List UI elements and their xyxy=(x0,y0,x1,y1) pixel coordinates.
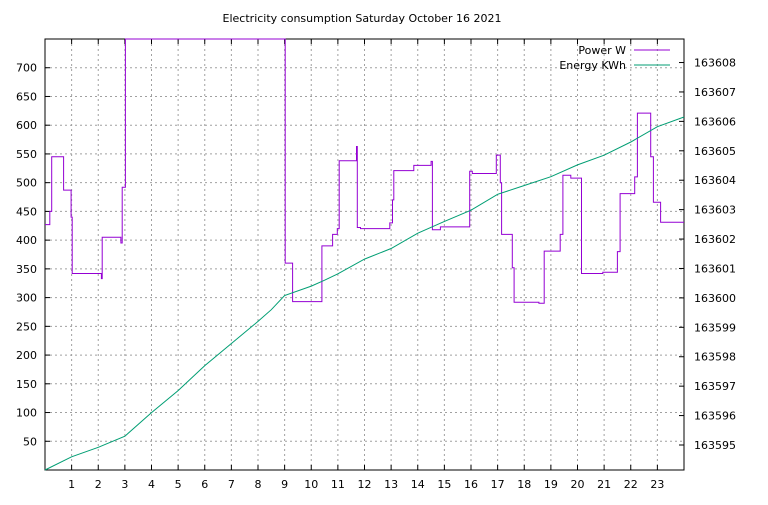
y-tick-label: 250 xyxy=(16,320,37,333)
x-tick-label: 1 xyxy=(68,478,75,491)
y2-tick-label: 163606 xyxy=(694,115,736,128)
y2-tick-label: 163605 xyxy=(694,145,736,158)
y-tick-label: 350 xyxy=(16,263,37,276)
x-tick-label: 6 xyxy=(201,478,208,491)
y2-tick-label: 163602 xyxy=(694,233,736,246)
legend-label: Energy KWh xyxy=(559,59,626,72)
y-tick-label: 300 xyxy=(16,292,37,305)
x-tick-label: 10 xyxy=(304,478,318,491)
legend-label: Power W xyxy=(578,44,626,57)
x-tick-label: 11 xyxy=(331,478,345,491)
x-tick-label: 21 xyxy=(597,478,611,491)
chart-title: Electricity consumption Saturday October… xyxy=(223,12,502,25)
y2-tick-label: 163607 xyxy=(694,86,736,99)
x-tick-label: 8 xyxy=(255,478,262,491)
y2-tick-label: 163595 xyxy=(694,439,736,452)
x-tick-label: 17 xyxy=(491,478,505,491)
x-tick-label: 2 xyxy=(95,478,102,491)
series-line-0 xyxy=(45,38,684,304)
y2-tick-label: 163601 xyxy=(694,262,736,275)
x-tick-label: 14 xyxy=(411,478,425,491)
y2-tick-label: 163598 xyxy=(694,351,736,364)
y2-tick-label: 163600 xyxy=(694,292,736,305)
y2-tick-label: 163603 xyxy=(694,204,736,217)
grid xyxy=(45,39,684,470)
y2-tick-label: 163596 xyxy=(694,410,736,423)
axes: 1 2 3 4 5 6 7 8 9 10 11 12 13 14 15 16 17 18 19 20 21 22 23501… xyxy=(16,38,736,491)
y2-tick-label: 163608 xyxy=(694,57,736,70)
x-tick-label: 7 xyxy=(228,478,235,491)
y-tick-label: 700 xyxy=(16,62,37,75)
y2-tick-label: 163597 xyxy=(694,380,736,393)
x-tick-label: 18 xyxy=(517,478,531,491)
x-tick-label: 5 xyxy=(175,478,182,491)
y-tick-label: 150 xyxy=(16,378,37,391)
x-tick-label: 9 xyxy=(281,478,288,491)
series-line-1 xyxy=(44,116,685,471)
legend: Power W Energy KWh xyxy=(559,44,670,72)
x-tick-label: 23 xyxy=(650,478,664,491)
y-tick-label: 450 xyxy=(16,205,37,218)
y-tick-label: 500 xyxy=(16,177,37,190)
y2-tick-label: 163604 xyxy=(694,174,736,187)
y-tick-label: 200 xyxy=(16,349,37,362)
x-tick-label: 4 xyxy=(148,478,155,491)
series-layer xyxy=(44,38,685,471)
y-tick-label: 650 xyxy=(16,90,37,103)
y-tick-label: 50 xyxy=(23,435,37,448)
x-tick-label: 19 xyxy=(544,478,558,491)
y-tick-label: 400 xyxy=(16,234,37,247)
y2-tick-label: 163599 xyxy=(694,321,736,334)
x-tick-label: 3 xyxy=(121,478,128,491)
x-tick-label: 20 xyxy=(571,478,585,491)
x-tick-label: 16 xyxy=(464,478,478,491)
plot-frame xyxy=(44,38,685,471)
x-tick-label: 15 xyxy=(437,478,451,491)
x-tick-label: 13 xyxy=(384,478,398,491)
y-tick-label: 100 xyxy=(16,407,37,420)
y-tick-label: 550 xyxy=(16,148,37,161)
x-tick-label: 12 xyxy=(358,478,372,491)
y-tick-label: 600 xyxy=(16,119,37,132)
x-tick-label: 22 xyxy=(624,478,638,491)
